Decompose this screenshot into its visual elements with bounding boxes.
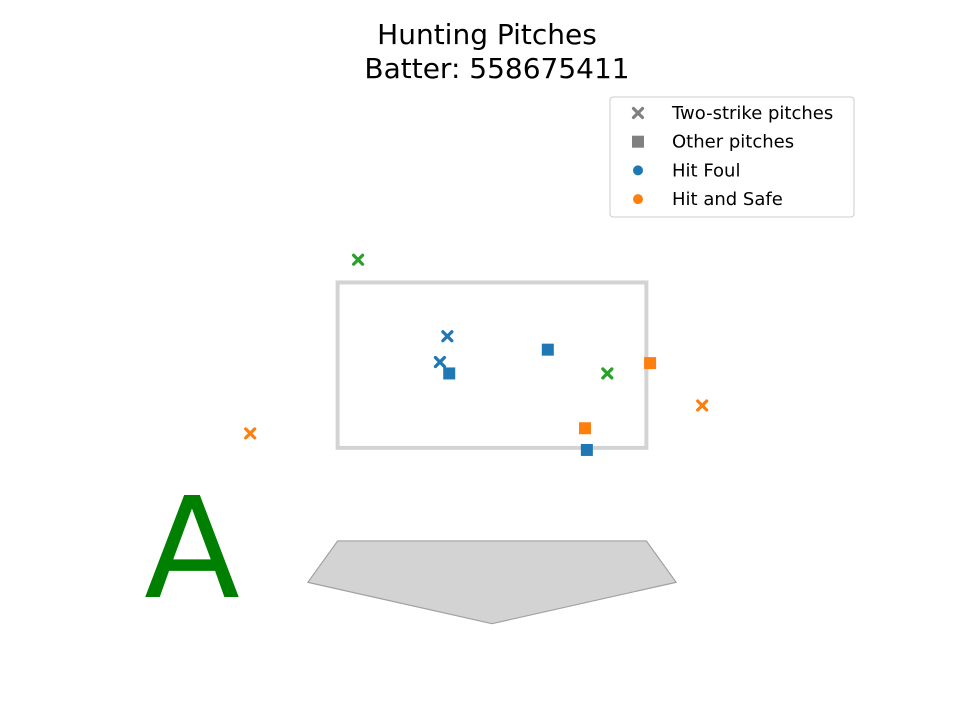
pitch-points [244, 253, 709, 456]
legend-label-3: Hit and Safe [672, 189, 783, 210]
pitch-point-5 [644, 357, 657, 370]
pitch-point-4 [443, 367, 456, 380]
pitch-point-2 [433, 355, 447, 369]
legend-marker-1 [632, 135, 644, 148]
pitch-point-0 [351, 253, 365, 266]
chart-title: Hunting Pitches [377, 18, 597, 51]
pitch-point-7 [696, 399, 709, 412]
legend-marker-2 [633, 165, 643, 176]
pitch-point-6 [601, 367, 614, 380]
legend-frame [609, 96, 855, 218]
pitch-point-8 [579, 422, 591, 435]
strike-zone [335, 280, 649, 450]
legend: Two-strike pitches Other pitches Hit Foul H… [609, 96, 855, 218]
legend-marker-3 [633, 194, 643, 205]
pitch-point-10 [580, 443, 593, 456]
pitch-point-3 [541, 343, 554, 356]
strike-zone-layer [335, 280, 649, 450]
legend-marker-0 [631, 106, 645, 120]
grade-letter: A [144, 468, 240, 631]
chart-subtitle: Batter: 558675411 [364, 52, 629, 85]
legend-label-1: Other pitches [672, 132, 794, 153]
legend-label-0: Two-strike pitches [671, 103, 833, 124]
legend-label-2: Hit Foul [672, 160, 740, 181]
home-plate [306, 540, 678, 625]
pitch-point-9 [244, 427, 257, 440]
pitch-point-1 [441, 330, 454, 343]
home-plate-layer [306, 540, 678, 625]
